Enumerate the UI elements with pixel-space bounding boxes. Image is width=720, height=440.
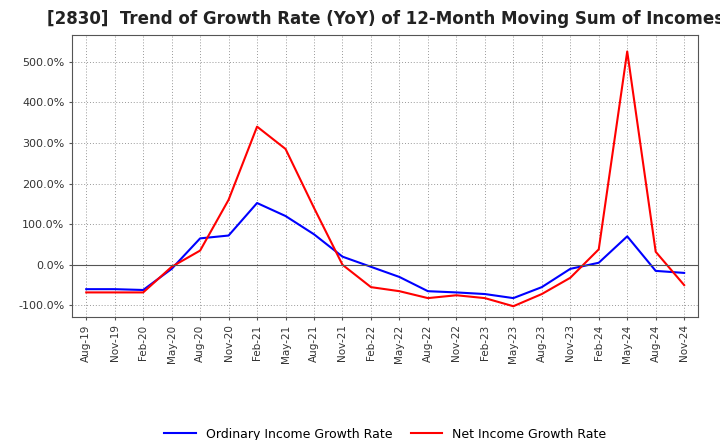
Ordinary Income Growth Rate	[623, 234, 631, 239]
Net Income Growth Rate	[167, 264, 176, 269]
Ordinary Income Growth Rate	[366, 264, 375, 269]
Net Income Growth Rate	[680, 282, 688, 288]
Net Income Growth Rate	[509, 304, 518, 309]
Ordinary Income Growth Rate	[225, 233, 233, 238]
Net Income Growth Rate	[282, 147, 290, 152]
Ordinary Income Growth Rate	[253, 200, 261, 205]
Ordinary Income Growth Rate	[167, 266, 176, 271]
Line: Ordinary Income Growth Rate: Ordinary Income Growth Rate	[86, 203, 684, 298]
Ordinary Income Growth Rate	[566, 266, 575, 271]
Net Income Growth Rate	[253, 124, 261, 129]
Net Income Growth Rate	[480, 296, 489, 301]
Net Income Growth Rate	[225, 197, 233, 202]
Net Income Growth Rate	[652, 249, 660, 254]
Ordinary Income Growth Rate	[480, 291, 489, 297]
Ordinary Income Growth Rate	[310, 232, 318, 237]
Ordinary Income Growth Rate	[139, 287, 148, 293]
Ordinary Income Growth Rate	[338, 254, 347, 259]
Ordinary Income Growth Rate	[423, 289, 432, 294]
Net Income Growth Rate	[566, 275, 575, 280]
Legend: Ordinary Income Growth Rate, Net Income Growth Rate: Ordinary Income Growth Rate, Net Income …	[159, 423, 611, 440]
Ordinary Income Growth Rate	[652, 268, 660, 274]
Net Income Growth Rate	[537, 291, 546, 297]
Net Income Growth Rate	[623, 49, 631, 54]
Net Income Growth Rate	[310, 205, 318, 210]
Ordinary Income Growth Rate	[452, 290, 461, 295]
Net Income Growth Rate	[196, 248, 204, 253]
Net Income Growth Rate	[366, 285, 375, 290]
Net Income Growth Rate	[452, 293, 461, 298]
Ordinary Income Growth Rate	[509, 296, 518, 301]
Ordinary Income Growth Rate	[537, 285, 546, 290]
Ordinary Income Growth Rate	[595, 260, 603, 265]
Net Income Growth Rate	[139, 290, 148, 295]
Net Income Growth Rate	[110, 290, 119, 295]
Net Income Growth Rate	[395, 289, 404, 294]
Net Income Growth Rate	[338, 262, 347, 268]
Ordinary Income Growth Rate	[680, 270, 688, 275]
Net Income Growth Rate	[423, 296, 432, 301]
Line: Net Income Growth Rate: Net Income Growth Rate	[86, 51, 684, 306]
Net Income Growth Rate	[82, 290, 91, 295]
Ordinary Income Growth Rate	[110, 286, 119, 292]
Ordinary Income Growth Rate	[82, 286, 91, 292]
Ordinary Income Growth Rate	[395, 274, 404, 279]
Ordinary Income Growth Rate	[196, 236, 204, 241]
Title: [2830]  Trend of Growth Rate (YoY) of 12-Month Moving Sum of Incomes: [2830] Trend of Growth Rate (YoY) of 12-…	[47, 10, 720, 28]
Net Income Growth Rate	[595, 247, 603, 252]
Ordinary Income Growth Rate	[282, 213, 290, 219]
